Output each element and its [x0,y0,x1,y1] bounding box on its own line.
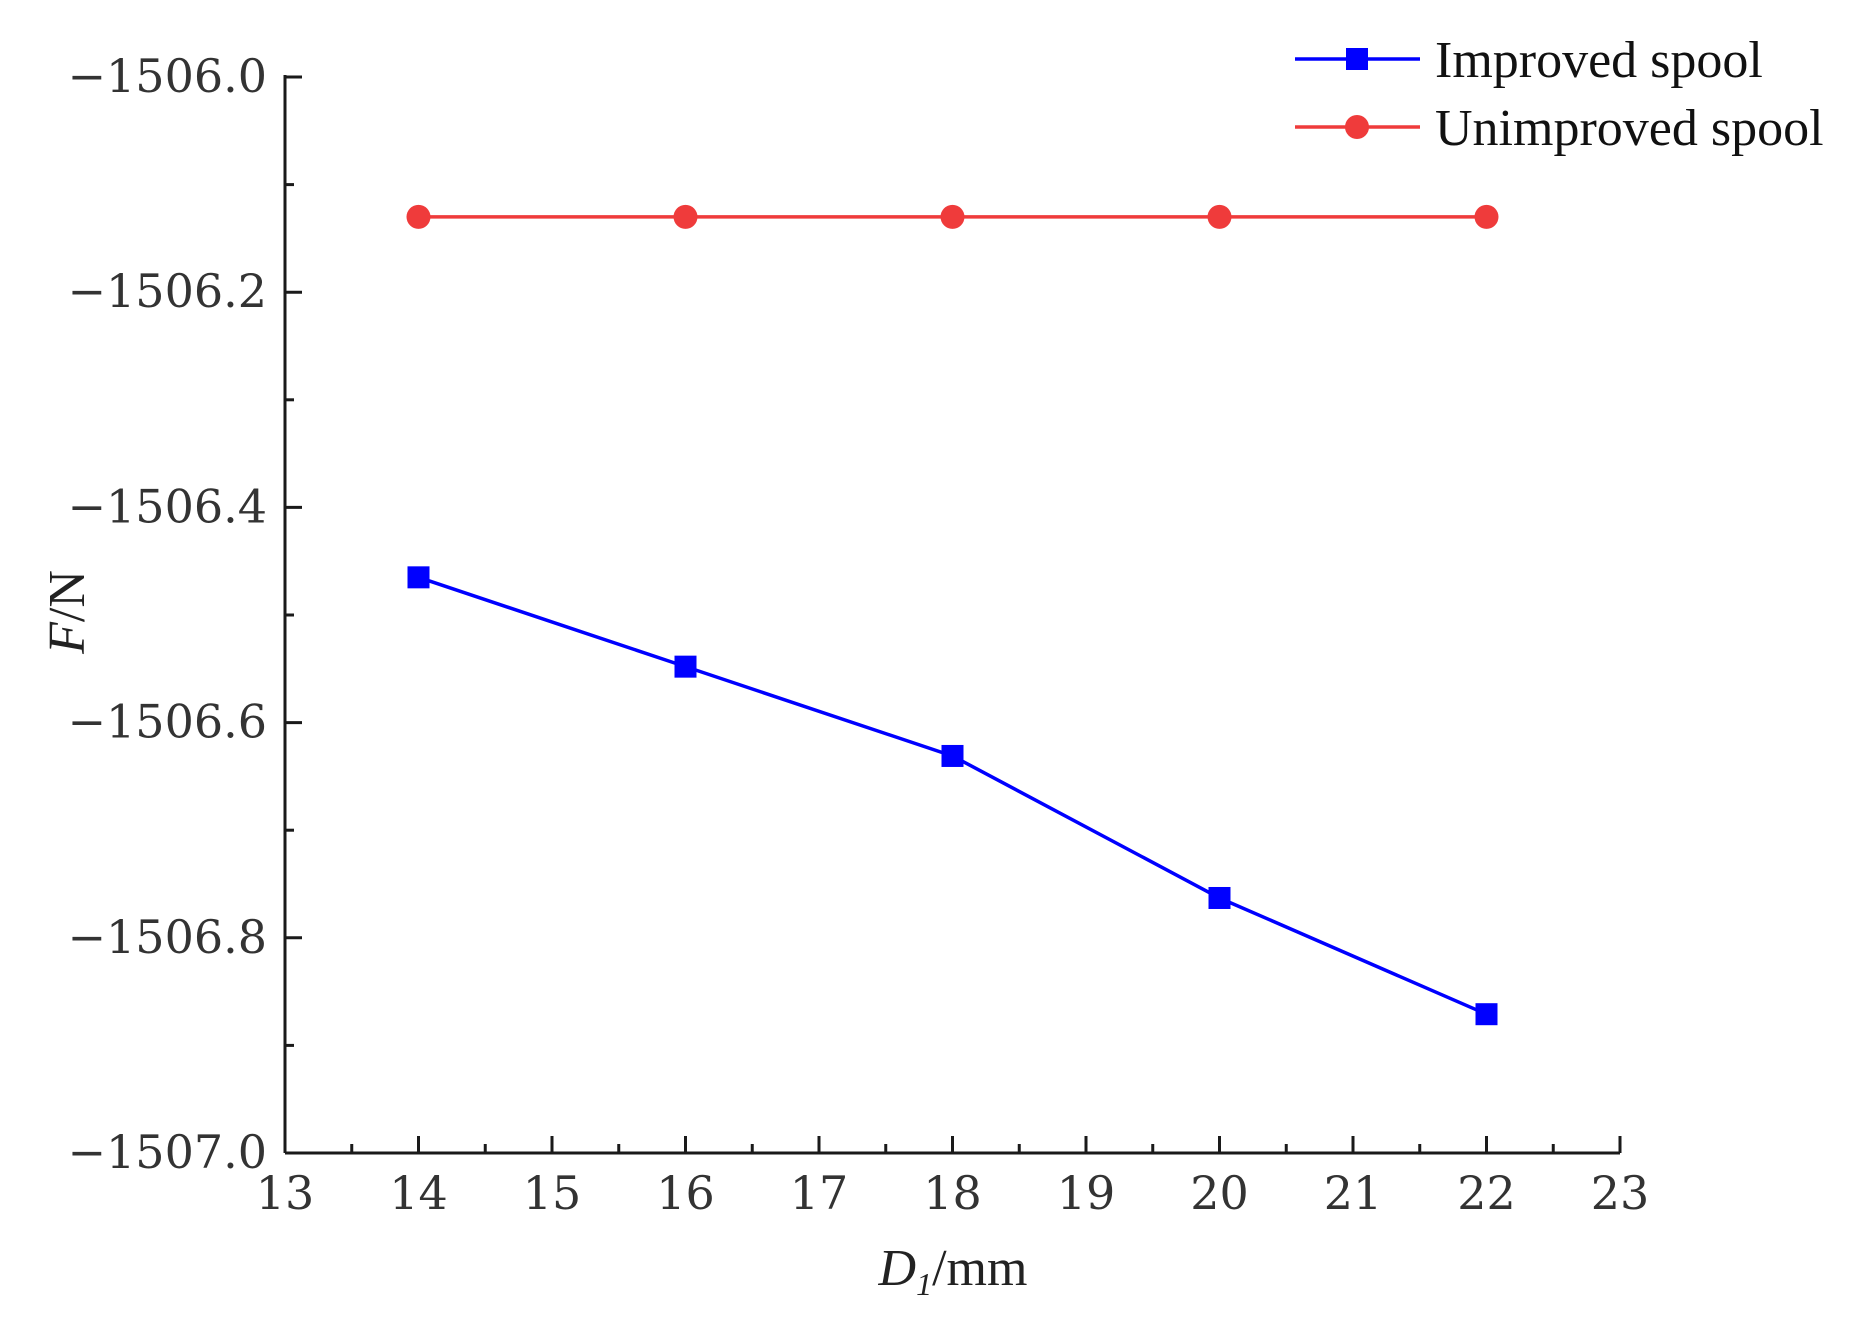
y-tick-label: −1507.0 [68,1125,268,1179]
x-axis-title-subscript: 1 [916,1266,932,1302]
legend-marker-improved [1346,48,1368,70]
x-axis-title-symbol: D [878,1240,917,1297]
data-point-improved-spool [674,655,697,678]
data-point-improved-spool [407,566,430,589]
y-axis-title-unit: /N [39,570,96,622]
data-point-improved-spool [1475,1003,1498,1026]
x-tick-label: 19 [1057,1166,1116,1220]
legend: Improved spool Unimproved spool [1295,32,1824,157]
y-axis: −1506.0 −1506.2 −1506.4 −1506.6 −1506.8 −1507… [68,49,302,1179]
y-tick-label: −1506.0 [68,49,268,103]
y-axis-title-symbol: F [39,621,96,655]
data-point-unimproved-spool [1207,204,1232,229]
x-tick-label: 18 [923,1166,982,1220]
legend-label-improved: Improved spool [1435,32,1763,89]
x-tick-label: 21 [1324,1166,1383,1220]
x-tick-label: 17 [790,1166,849,1220]
x-tick-label: 22 [1457,1166,1516,1220]
data-point-improved-spool [1208,886,1231,909]
legend-marker-unimproved [1345,115,1369,139]
x-tick-label: 14 [389,1166,448,1220]
data-point-unimproved-spool [1474,204,1499,229]
x-tick-label: 20 [1190,1166,1249,1220]
x-tick-label: 16 [656,1166,715,1220]
data-point-improved-spool [941,744,964,767]
x-tick-label: 23 [1591,1166,1650,1220]
data-point-unimproved-spool [940,204,965,229]
x-axis-title: D1/mm [878,1240,1028,1302]
x-tick-label: 15 [523,1166,582,1220]
x-axis: 13 14 15 16 17 18 19 20 21 22 23 [256,1136,1650,1220]
y-tick-label: −1506.6 [68,695,268,749]
series-layer [406,204,1499,1026]
y-tick-label: −1506.2 [68,264,268,318]
legend-label-unimproved: Unimproved spool [1435,100,1824,157]
y-tick-label: −1506.8 [68,910,268,964]
data-point-unimproved-spool [406,204,431,229]
y-axis-title: F/N [39,570,96,655]
x-tick-label: 13 [256,1166,315,1220]
x-axis-title-unit: /mm [932,1240,1027,1297]
y-tick-label: −1506.4 [68,479,268,533]
series-line-improved-spool [417,575,1488,1016]
data-point-unimproved-spool [673,204,698,229]
